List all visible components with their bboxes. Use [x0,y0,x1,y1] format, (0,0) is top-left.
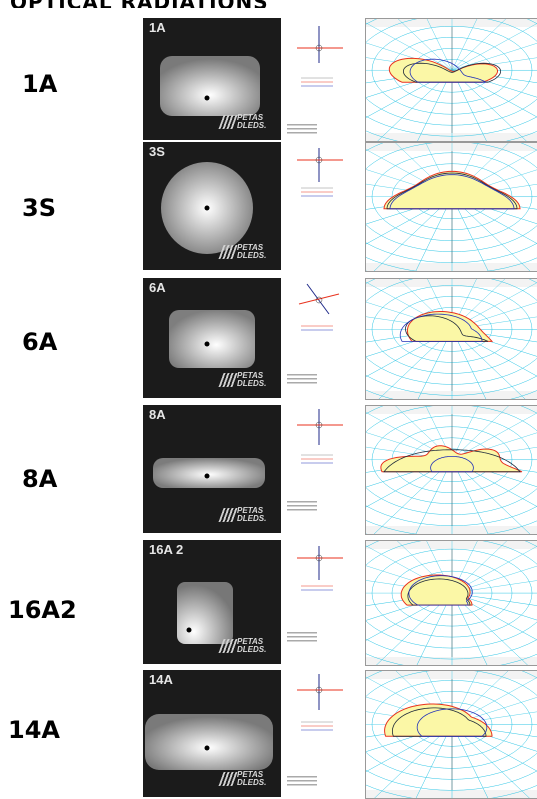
beam-pattern [145,714,273,770]
beam-pattern [161,162,253,254]
polar-curve-red [383,170,521,210]
polar-diagram [365,278,537,400]
brand-logo: PETAS DLEDS. [218,505,267,525]
polar-diagram [365,18,537,142]
beam-pattern [177,582,233,644]
brand-logo: PETAS DLEDS. [218,636,267,656]
mini-diagram [287,26,343,134]
brand-logo: PETAS DLEDS. [218,370,267,390]
row-label: 14A [8,716,60,744]
polar-diagram [365,540,537,666]
center-dot [204,473,210,479]
beam-pattern-panel: 16A 2 PETAS DLEDS. [143,540,281,664]
polar-curve-dark [392,707,487,737]
mini-diagram [287,674,343,786]
row-label: 1A [22,70,58,98]
row-label: 6A [22,328,58,356]
row-label: 3S [22,194,56,222]
row-label: 16A2 [8,596,77,624]
polar-curve-blue [389,174,515,210]
center-dot [186,627,192,633]
polar-diagram [365,670,537,799]
polar-curve-blue [416,708,488,737]
row-label: 8A [22,465,58,493]
polar-curve-dark [386,172,518,210]
polar-diagram [365,142,537,272]
polar-curve-red [384,703,493,737]
mini-diagram [287,409,343,511]
beam-pattern [160,56,260,116]
panel-code: 3S [149,144,165,159]
polar-curve-dark [402,62,502,83]
brand-logo: PETAS DLEDS. [218,112,267,132]
beam-pattern-panel: 8A PETAS DLEDS. [143,405,281,533]
mini-diagram [297,148,343,197]
polar-curve-red [388,57,498,83]
beam-pattern-panel: 1A PETAS DLEDS. [143,18,281,140]
beam-pattern [169,310,255,368]
panel-code: 14A [149,672,173,687]
light-row: 6A 6A PETAS DLEDS. [0,278,537,400]
polar-diagram [365,405,537,535]
light-row: 16A2 16A 2 PETAS DLEDS. [0,540,537,666]
light-row: 3S 3S PETAS DLEDS. [0,142,537,272]
center-dot [204,745,210,751]
beam-pattern-panel: 3S PETAS DLEDS. [143,142,281,270]
beam-pattern [153,458,265,488]
center-dot [204,205,210,211]
panel-code: 8A [149,407,166,422]
beam-pattern-panel: 6A PETAS DLEDS. [143,278,281,398]
brand-logo: PETAS DLEDS. [218,769,267,789]
panel-code: 6A [149,280,166,295]
mini-diagram [287,283,340,384]
polar-curve-red [406,311,494,342]
brand-logo: PETAS DLEDS. [218,242,267,262]
light-row: 8A 8A PETAS DLEDS. [0,405,537,535]
panel-code: 1A [149,20,166,35]
center-dot [204,95,210,101]
polar-curve-blue [399,313,483,342]
panel-code: 16A 2 [149,542,184,557]
polar-curve-dark [405,315,489,342]
beam-pattern-panel: 14A PETAS DLEDS. [143,670,281,797]
polar-curve-blue [430,456,474,473]
light-row: 1A 1A PETAS DLEDS. [0,18,537,142]
light-row: 14A 14A PETAS DLEDS. [0,670,537,799]
page-heading-text: OPTICAL RADIATIONS [10,0,269,8]
page-heading: OPTICAL RADIATIONS [0,0,537,8]
center-dot [204,341,210,347]
polar-curve-blue [409,58,487,83]
polar-curve-blue [408,575,473,606]
polar-curve-dark [383,449,521,473]
mini-diagram [287,546,343,642]
